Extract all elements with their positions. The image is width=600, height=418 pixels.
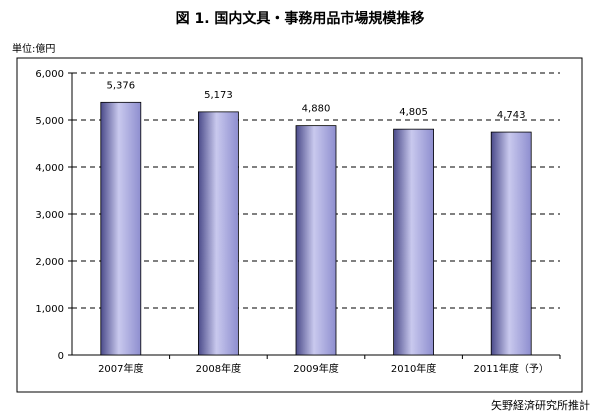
- y-tick-label: 4,000: [35, 163, 64, 174]
- x-tick-label: 2008年度: [196, 362, 241, 375]
- x-tick-label: 2009年度: [293, 362, 338, 375]
- bar: [100, 101, 142, 356]
- bars: [100, 101, 532, 356]
- data-labels: 5,376 5,173 4,880 4,805 4,743: [106, 80, 525, 121]
- unit-label: 単位:億円: [12, 42, 55, 55]
- bar: [490, 131, 532, 356]
- data-label: 5,173: [204, 90, 233, 101]
- x-tick-label: 2007年度: [98, 362, 143, 375]
- data-label: 5,376: [106, 80, 135, 91]
- bar: [197, 111, 239, 356]
- x-tick-label: 2010年度: [391, 362, 436, 375]
- x-tick-labels: 2007年度 2008年度 2009年度 2010年度 2011年度（予）: [98, 355, 561, 375]
- y-tick-label: 6,000: [35, 69, 64, 80]
- data-label: 4,880: [302, 104, 331, 115]
- data-label: 4,743: [497, 110, 526, 121]
- y-tick-label: 3,000: [35, 210, 64, 221]
- data-label: 4,805: [399, 107, 428, 118]
- bar: [295, 125, 337, 356]
- x-tick-label: 2011年度（予）: [473, 362, 548, 375]
- y-tick-label: 2,000: [35, 257, 64, 268]
- chart-title: 図 1. 国内文具・事務用品市場規模推移: [176, 10, 425, 27]
- bar: [393, 128, 435, 356]
- y-tick-label: 5,000: [35, 116, 64, 127]
- source-note: 矢野経済研究所推計: [491, 398, 590, 412]
- y-tick-labels: 0 1,000 2,000 3,000 4,000 5,000 6,000: [35, 69, 72, 362]
- y-tick-label: 0: [58, 351, 64, 362]
- y-tick-label: 1,000: [35, 304, 64, 315]
- gridlines: [72, 72, 560, 309]
